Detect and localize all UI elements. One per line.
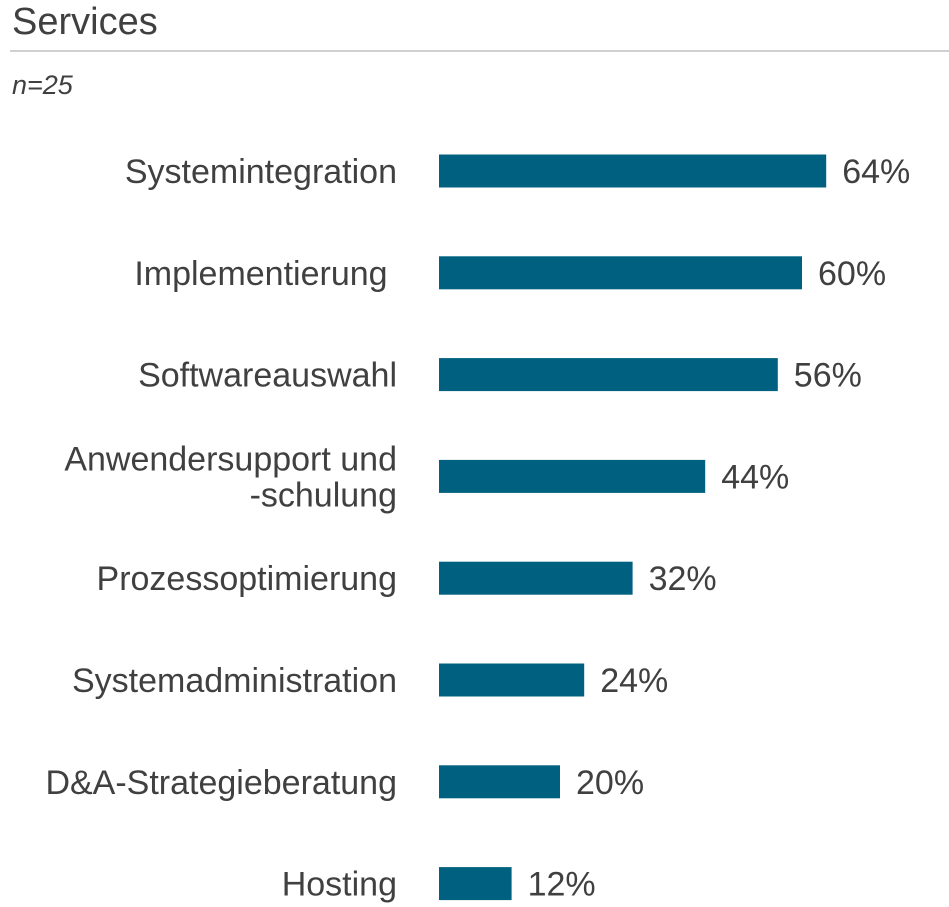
bar-1 [439, 256, 802, 290]
category-label-line: Anwendersupport und [64, 440, 397, 478]
category-label-7: Hosting [282, 866, 397, 904]
title-divider [10, 50, 949, 52]
value-label-2: 56% [794, 357, 862, 395]
value-label-3: 44% [721, 458, 789, 496]
chart-title: Services [12, 1, 158, 43]
category-label-5: Systemadministration [72, 662, 397, 700]
category-label-1: Implementierung [134, 255, 397, 293]
value-label-7: 12% [528, 866, 596, 904]
category-label-line: D&A-Strategieberatung [45, 764, 397, 802]
bar-7 [439, 867, 512, 901]
value-label-5: 24% [600, 662, 668, 700]
category-label-line: Softwareauswahl [138, 357, 397, 395]
category-label-2: Softwareauswahl [138, 357, 397, 395]
value-label-1: 60% [818, 255, 886, 293]
category-label-line: Implementierung [134, 255, 397, 293]
category-label-line: Hosting [282, 866, 397, 904]
value-label-4: 32% [649, 560, 717, 598]
bar-3 [439, 459, 706, 493]
category-label-line: Prozessoptimierung [97, 560, 397, 598]
value-label-6: 20% [576, 764, 644, 802]
category-label-line: Systemadministration [72, 662, 397, 700]
category-label-6: D&A-Strategieberatung [45, 764, 397, 802]
category-label-line: Systemintegration [125, 153, 397, 191]
category-label-0: Systemintegration [125, 153, 397, 191]
sample-size-note: n=25 [12, 70, 73, 100]
category-label-4: Prozessoptimierung [97, 560, 397, 598]
bar-2 [439, 358, 778, 392]
category-label-line: -schulung [250, 476, 397, 514]
bar-4 [439, 561, 633, 595]
category-label-3: Anwendersupport und -schulung [64, 440, 397, 514]
bar-6 [439, 765, 560, 799]
bar-5 [439, 663, 585, 697]
bar-0 [439, 154, 827, 188]
value-label-0: 64% [842, 153, 910, 191]
